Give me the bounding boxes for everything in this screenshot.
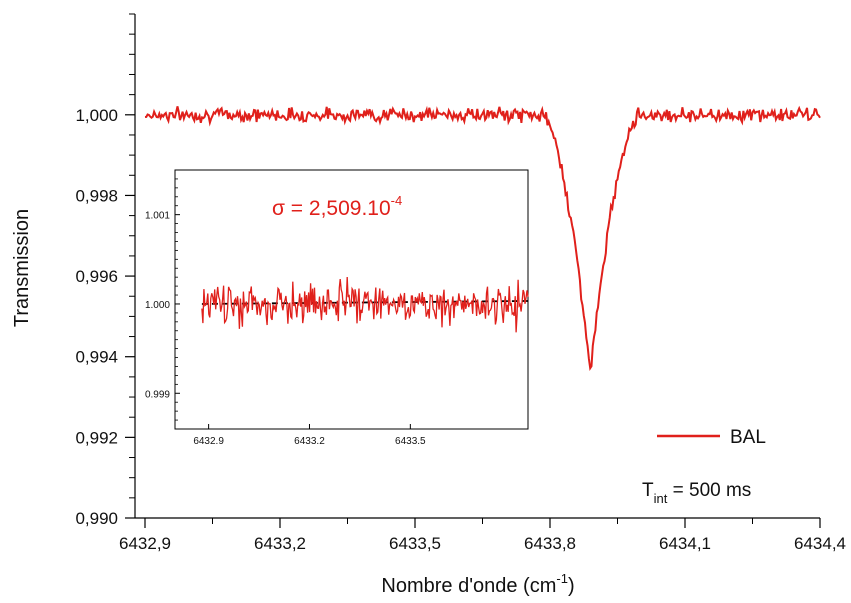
inset-y-tick-label: 1.001: [145, 211, 170, 222]
bal-series-line: [144, 105, 821, 371]
y-axis-title: Transmission: [11, 209, 33, 327]
main-x-tick-label: 6433,2: [254, 534, 306, 553]
inset-y-tick-label: 1.000: [145, 300, 170, 311]
main-x-tick-label: 6434,4: [794, 534, 846, 553]
main-x-tick-label: 6433,5: [389, 534, 441, 553]
inset-ticks: [175, 169, 411, 429]
main-y-tick-label: 0,990: [75, 509, 118, 528]
main-ticks: [125, 13, 821, 528]
main-y-tick-label: 0,992: [75, 428, 118, 447]
inset-x-tick-label: 6433.5: [395, 436, 426, 447]
main-x-tick-label: 6434,1: [659, 534, 711, 553]
inset-x-tick-label: 6432.9: [193, 436, 224, 447]
inset-y-tick-label: 0.999: [145, 389, 170, 400]
inset-tick-labels: 6432.9 6433.2 6433.5 0.999 1.000 1.001: [145, 211, 426, 447]
inset-x-tick-label: 6433.2: [294, 436, 325, 447]
main-y-tick-label: 0,996: [75, 267, 118, 286]
x-axis-title: Nombre d'onde (cm-1): [381, 571, 574, 597]
main-plot: 6432,9 6433,2 6433,5 6433,8 6434,1 6434,4 0,99…: [75, 13, 846, 553]
main-y-tick-label: 0,998: [75, 186, 118, 205]
main-x-tick-label: 6432,9: [119, 534, 171, 553]
legend: BAL: [657, 427, 766, 448]
main-y-tick-label: 0,994: [75, 348, 118, 367]
inset-series-line: [201, 276, 529, 333]
legend-label-bal: BAL: [730, 427, 766, 448]
main-tick-labels: 6432,9 6433,2 6433,5 6433,8 6434,1 6434,4 0,99…: [75, 106, 846, 553]
sigma-annotation: σ = 2,509.10-4: [272, 193, 402, 220]
integration-time-annotation: Tint = 500 ms: [642, 480, 751, 506]
main-y-tick-label: 1,000: [75, 106, 118, 125]
main-x-tick-label: 6433,8: [524, 534, 576, 553]
inset-plot: 6432.9 6433.2 6433.5 0.999 1.000 1.001 σ = 2,…: [145, 169, 529, 447]
